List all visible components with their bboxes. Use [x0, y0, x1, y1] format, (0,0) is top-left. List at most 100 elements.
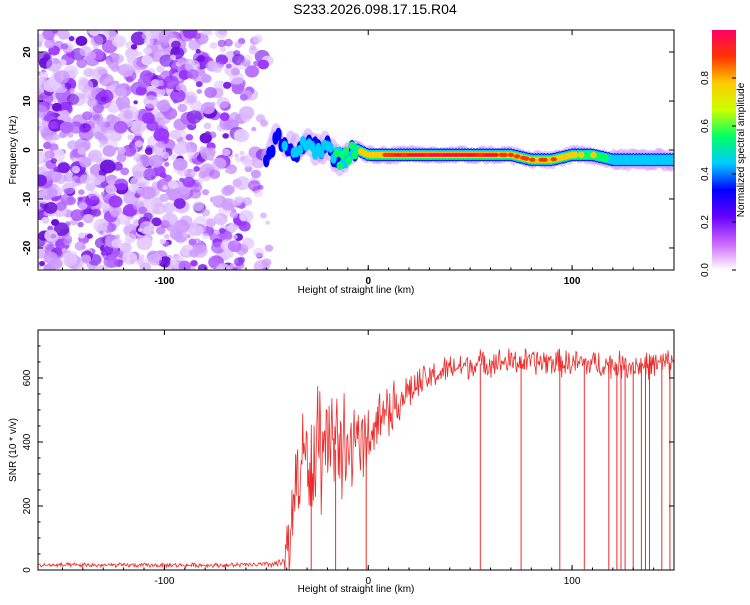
noise-blob — [218, 227, 226, 234]
snr-y-label: SNR (10 * v/v) — [8, 418, 19, 482]
noise-blob — [253, 260, 270, 270]
noise-blob — [143, 46, 153, 55]
noise-blob — [227, 240, 242, 253]
snr-panel: -100 0 100 0 200 400 600 Height of straight l… — [8, 329, 675, 595]
noise-blob — [54, 105, 59, 110]
ridge-cell — [492, 153, 499, 157]
noise-blob — [67, 140, 78, 150]
noise-blob — [204, 131, 211, 137]
snr-dropouts — [310, 362, 671, 570]
noise-blob — [59, 110, 70, 119]
noise-blob — [193, 166, 200, 172]
noise-blob — [43, 79, 59, 93]
noise-blob — [78, 202, 88, 210]
noise-blob — [223, 81, 232, 89]
noise-blob — [169, 129, 181, 140]
noise-blob — [133, 100, 138, 105]
noise-blob — [221, 186, 233, 197]
noise-blob — [89, 195, 99, 204]
noise-blob — [98, 136, 109, 145]
noise-blob — [239, 106, 255, 120]
noise-blob — [233, 50, 241, 57]
noise-blob — [198, 171, 207, 179]
noise-blob — [100, 201, 110, 210]
spectrogram-y-ticks: -20 -10 0 10 20 — [22, 46, 674, 255]
noise-blob — [41, 216, 50, 224]
noise-blob — [78, 189, 85, 195]
x-tick-label: 0 — [365, 576, 371, 587]
noise-blob — [78, 127, 94, 141]
ridge-cell — [309, 140, 316, 152]
noise-blob — [38, 148, 47, 158]
noise-blob — [66, 93, 80, 105]
noise-blob — [76, 58, 88, 69]
noise-blob — [177, 103, 188, 113]
noise-blob — [222, 148, 231, 157]
noise-blob — [216, 96, 230, 109]
noise-blob — [75, 178, 81, 184]
noise-blob — [100, 96, 107, 102]
noise-blob — [123, 110, 134, 120]
noise-blob — [114, 84, 128, 97]
noise-blob — [141, 55, 153, 66]
x-tick-label: -100 — [154, 276, 174, 287]
colorbar-tick-label: 0.6 — [700, 119, 711, 133]
noise-blob — [159, 259, 166, 265]
noise-blob — [212, 157, 227, 170]
noise-blob — [170, 89, 186, 103]
spectrogram-x-ticks: -100 0 100 — [61, 30, 675, 287]
noise-blob — [144, 147, 154, 155]
noise-blob — [88, 30, 100, 37]
noise-blob — [137, 227, 143, 232]
noise-blob — [43, 202, 58, 214]
noise-blob — [73, 169, 79, 174]
noise-blob — [77, 147, 87, 155]
noise-blob — [215, 213, 222, 219]
noise-blob — [120, 167, 130, 176]
noise-blob — [155, 226, 166, 235]
noise-blob — [139, 254, 145, 259]
noise-blob — [164, 161, 170, 167]
noise-blob — [74, 241, 86, 251]
colorbar-scale — [712, 30, 736, 270]
noise-blob — [54, 173, 67, 184]
noise-blob — [138, 206, 148, 215]
noise-blob — [151, 217, 162, 227]
noise-blob — [253, 247, 265, 258]
noise-blob — [244, 65, 260, 78]
noise-blob — [69, 121, 84, 134]
noise-blob — [201, 189, 210, 196]
noise-blob — [151, 202, 166, 215]
ridge-cell — [578, 151, 585, 159]
noise-blob — [257, 59, 269, 70]
snr-series-line — [38, 348, 674, 570]
noise-blob — [217, 39, 227, 48]
y-tick-label: 400 — [22, 433, 33, 450]
noise-blob — [225, 63, 232, 69]
noise-blob — [86, 233, 93, 239]
noise-blob — [174, 219, 190, 233]
noise-blob — [126, 76, 134, 83]
y-tick-label: 10 — [22, 95, 33, 107]
noise-blob — [66, 196, 77, 205]
noise-blob — [42, 30, 55, 41]
noise-blob — [260, 212, 267, 219]
noise-blob — [167, 180, 179, 190]
noise-blob — [186, 69, 199, 80]
noise-blob — [193, 242, 207, 255]
ridge-cell — [394, 153, 401, 157]
noise-blob — [124, 219, 131, 226]
y-tick-label: 20 — [22, 46, 33, 58]
noise-blob — [201, 209, 211, 217]
noise-blob — [222, 133, 229, 139]
noise-blob — [213, 229, 220, 235]
noise-blob — [229, 112, 240, 121]
noise-blob — [122, 144, 137, 157]
noise-blob — [144, 167, 156, 178]
noise-blob — [159, 193, 169, 203]
noise-blob — [99, 73, 114, 87]
snr-frame — [37, 329, 675, 571]
noise-blob — [50, 158, 57, 164]
noise-blob — [96, 175, 106, 183]
